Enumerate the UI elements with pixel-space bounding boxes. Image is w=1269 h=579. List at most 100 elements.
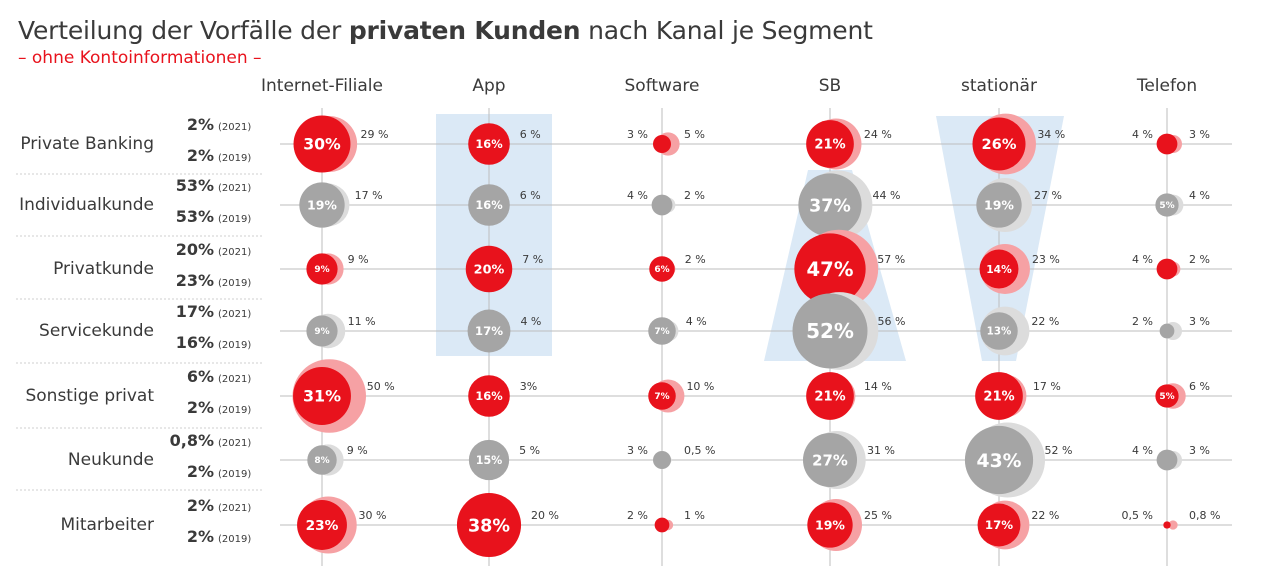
column-header: Internet-Filiale — [261, 76, 383, 96]
bubble-2021 — [648, 382, 676, 410]
value-label-2021: 17% — [985, 518, 1013, 532]
bubble-2021 — [654, 517, 670, 533]
bubble-cell: 47% 57 % — [794, 229, 905, 309]
bubble-2021 — [652, 134, 672, 154]
year-label-2019: (2019) — [218, 214, 251, 225]
value-label-2019: 0,5 % — [684, 444, 715, 457]
value-label-2019: 50 % — [367, 380, 395, 393]
bubble-cell: 16% 3% — [468, 375, 537, 417]
bubble-2021 — [456, 492, 522, 558]
year-label-2021: (2021) — [218, 183, 251, 194]
bubble-2021 — [792, 293, 868, 369]
segment-name: Individualkunde — [19, 195, 154, 215]
bubble-cell: 2 % 1 % — [627, 509, 705, 533]
segment-share-2019: 2% — [187, 398, 214, 417]
bubble-cell: 21% 14 % — [806, 372, 892, 420]
bubble-2021 — [652, 450, 672, 470]
bubble-2021 — [306, 253, 338, 285]
value-label-2021: 43% — [977, 451, 1022, 472]
bubble-cell: 21% 24 % — [806, 118, 892, 170]
value-label-2019: 2 % — [685, 253, 706, 266]
bubble-cell: 21% 17 % — [975, 372, 1061, 420]
bubble-2021 — [297, 500, 347, 550]
value-label-2019: 24 % — [864, 128, 892, 141]
segment-share-2021: 17% — [176, 302, 214, 321]
segment-name: Sonstige privat — [25, 386, 154, 406]
value-label-2021: 3 % — [627, 444, 648, 457]
value-label-2021: 21% — [814, 138, 845, 153]
value-label-2019: 7 % — [522, 253, 543, 266]
value-label-2021: 2 % — [627, 509, 648, 522]
chart-title: Verteilung der Vorfälle der privaten Kun… — [18, 16, 873, 45]
value-label-2019: 25 % — [864, 509, 892, 522]
segment-name: Private Banking — [20, 134, 154, 154]
value-label-2021: 26% — [982, 136, 1017, 153]
value-label-2019: 27 % — [1034, 189, 1062, 202]
year-label-2019: (2019) — [218, 153, 251, 164]
value-label-2019: 4 % — [1189, 189, 1210, 202]
bubble-cell: 16% 6 % — [468, 184, 541, 226]
year-label-2021: (2021) — [218, 309, 251, 320]
bubble-cell: 52% 56 % — [792, 292, 905, 370]
bubble-cell: 23% 30 % — [297, 496, 386, 554]
segment-name: Mitarbeiter — [60, 515, 154, 535]
value-label-2019: 30 % — [358, 509, 386, 522]
segment-name: Neukunde — [68, 450, 154, 470]
bubble-cell: 17% 4 % — [467, 309, 541, 353]
year-label-2021: (2021) — [218, 374, 251, 385]
segment-share-2019: 53% — [176, 207, 214, 226]
bubble-cell: 2 % 3 % — [1132, 315, 1210, 341]
value-label-2021: 8% — [314, 456, 329, 466]
value-label-2021: 27% — [812, 451, 848, 469]
value-label-2019: 5 % — [519, 444, 540, 457]
bubble-2021 — [802, 432, 858, 488]
bubble-cell: 13% 22 % — [980, 306, 1059, 356]
value-label-2021: 23% — [306, 518, 339, 534]
value-label-2019: 9 % — [348, 253, 369, 266]
bubble-cell: 6% 2 % — [649, 253, 706, 282]
segment-share-2021: 0,8% — [170, 431, 214, 450]
bubble-2021 — [977, 503, 1021, 547]
bubble-2021 — [651, 194, 673, 216]
bubble-cell: 4 % 2 % — [1132, 253, 1210, 280]
value-label-2021: 3 % — [627, 128, 648, 141]
chart-subtitle: – ohne Kontoinformationen – — [18, 48, 262, 68]
value-label-2019: 34 % — [1037, 128, 1065, 141]
value-label-2019: 1 % — [684, 509, 705, 522]
year-label-2019: (2019) — [218, 340, 251, 351]
bubble-cell: 19% 17 % — [299, 182, 383, 228]
value-label-2019: 57 % — [877, 253, 905, 266]
segment-share-2021: 53% — [176, 176, 214, 195]
value-label-2019: 20 % — [531, 509, 559, 522]
bubble-cell: 9% 11 % — [306, 313, 376, 349]
bubble-cell: 16% 6 % — [468, 123, 541, 165]
column-header: Software — [625, 76, 700, 96]
bubble-2021 — [468, 439, 510, 481]
bubble-2021 — [975, 372, 1023, 420]
value-label-2019: 2 % — [684, 189, 705, 202]
value-label-2019: 10 % — [686, 380, 714, 393]
value-label-2019: 6 % — [520, 128, 541, 141]
value-label-2021: 5% — [1159, 392, 1174, 402]
bubble-cell: 30% 29 % — [293, 115, 388, 173]
bubble-cell: 19% 27 % — [976, 177, 1062, 233]
value-label-2019: 23 % — [1032, 253, 1060, 266]
segment-share-2019: 16% — [176, 333, 214, 352]
bubble-2021 — [979, 249, 1019, 289]
bubble-cell: 7% 4 % — [648, 315, 707, 345]
value-label-2019: 14 % — [864, 380, 892, 393]
year-label-2019: (2019) — [218, 405, 251, 416]
segment-row: Servicekunde 17% (2021) 16% (2019) 9% 11 % 17% 4… — [39, 292, 1210, 370]
bubble-2021 — [468, 123, 510, 165]
year-label-2019: (2019) — [218, 278, 251, 289]
value-label-2019: 0,8 % — [1189, 509, 1220, 522]
bubble-2021 — [807, 502, 853, 548]
value-label-2021: 17% — [475, 324, 503, 338]
value-label-2021: 37% — [809, 196, 851, 216]
bubble-2021 — [1159, 323, 1175, 339]
value-label-2021: 19% — [984, 197, 1014, 212]
bubble-2021 — [794, 233, 866, 305]
bubble-2021 — [465, 245, 513, 293]
bubble-2021 — [1156, 449, 1178, 471]
value-label-2019: 29 % — [360, 128, 388, 141]
